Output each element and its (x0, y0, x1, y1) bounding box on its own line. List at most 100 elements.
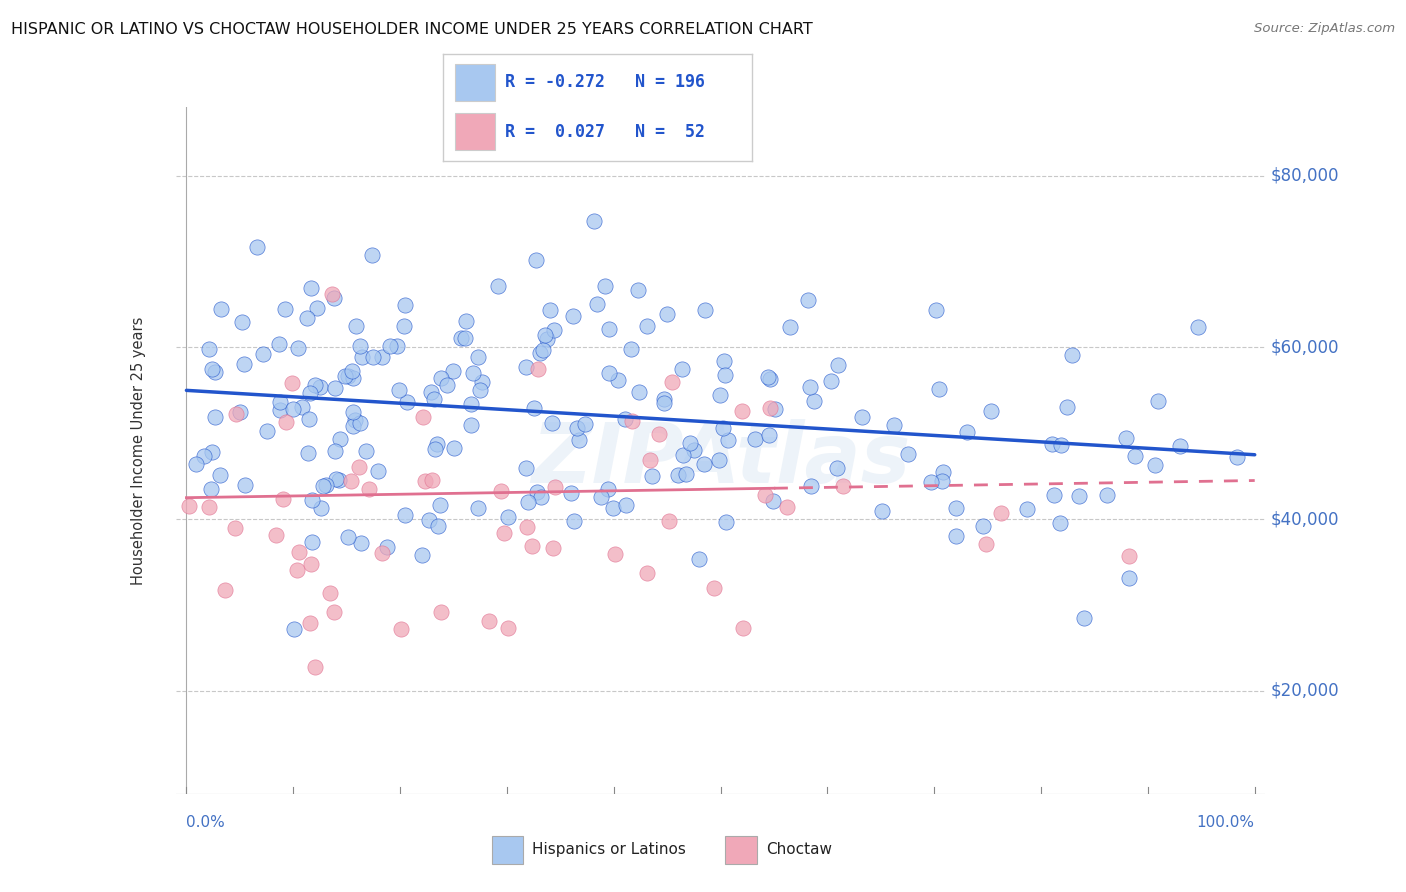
Point (945, 501, 967, 516)
Point (285, 563, 308, 577)
Point (283, 401, 305, 416)
Point (620, 342, 643, 356)
Point (371, 546, 394, 560)
Point (870, 504, 893, 518)
Point (851, 409, 873, 424)
Point (225, 407, 247, 421)
Point (177, 499, 200, 513)
Point (703, 581, 725, 595)
Point (627, 283, 650, 297)
Point (344, 319, 367, 334)
Point (883, 418, 905, 433)
Point (287, 341, 309, 355)
Point (529, 345, 551, 359)
Point (422, 392, 444, 406)
Point (717, 434, 740, 448)
Point (299, 281, 322, 295)
Point (193, 449, 215, 463)
Point (436, 378, 458, 392)
Point (562, 514, 585, 528)
Point (1118, 571, 1140, 585)
Point (524, 253, 547, 268)
Point (591, 490, 613, 504)
Point (675, 467, 697, 481)
Point (1017, 502, 1039, 516)
Point (333, 368, 356, 383)
Point (342, 419, 364, 434)
Point (267, 337, 290, 351)
Point (328, 432, 350, 446)
Text: 0.0%: 0.0% (187, 815, 225, 830)
Point (655, 307, 678, 321)
Point (388, 383, 411, 397)
Point (281, 376, 304, 390)
Point (538, 302, 561, 317)
Point (467, 501, 489, 516)
Point (256, 424, 278, 438)
Point (395, 394, 418, 409)
Point (636, 318, 658, 333)
Point (429, 498, 451, 512)
Point (613, 411, 636, 425)
Text: Source: ZipAtlas.com: Source: ZipAtlas.com (1254, 22, 1395, 36)
Point (565, 420, 588, 434)
Point (200, 482, 222, 496)
Point (496, 621, 519, 635)
Point (325, 472, 347, 486)
Point (291, 401, 314, 415)
Point (304, 660, 326, 674)
Point (233, 357, 256, 371)
Point (208, 467, 231, 482)
Point (827, 358, 849, 372)
Point (666, 468, 689, 483)
Point (367, 464, 389, 478)
Point (515, 460, 537, 475)
Point (429, 605, 451, 619)
Point (418, 513, 440, 527)
Text: R = -0.272   N = 196: R = -0.272 N = 196 (505, 73, 704, 91)
Point (380, 339, 402, 353)
Point (423, 442, 446, 457)
Point (1067, 489, 1090, 503)
Point (342, 405, 364, 419)
Point (534, 328, 557, 343)
Text: Householder Income Under 25 years: Householder Income Under 25 years (131, 317, 146, 584)
Point (299, 615, 322, 630)
Point (357, 482, 380, 496)
Point (486, 278, 509, 293)
Point (204, 365, 226, 379)
Point (419, 385, 441, 400)
Point (454, 331, 477, 345)
Text: Hispanics or Latinos: Hispanics or Latinos (531, 842, 686, 857)
Point (252, 347, 274, 361)
Point (430, 371, 453, 385)
Point (325, 443, 347, 458)
Point (731, 621, 754, 635)
Point (515, 360, 537, 375)
Point (803, 393, 825, 408)
Point (695, 302, 717, 317)
Point (526, 485, 548, 500)
Text: $20,000: $20,000 (1271, 681, 1340, 700)
Point (754, 488, 776, 502)
Point (641, 469, 664, 483)
Point (568, 433, 591, 447)
Point (328, 473, 350, 487)
Point (541, 417, 564, 431)
Point (350, 350, 373, 364)
FancyBboxPatch shape (456, 64, 495, 101)
Point (349, 416, 371, 430)
Point (322, 605, 344, 619)
Point (349, 339, 371, 353)
Point (264, 528, 287, 542)
Point (652, 392, 675, 407)
FancyBboxPatch shape (725, 836, 756, 863)
Point (759, 401, 782, 415)
Point (688, 552, 710, 566)
Point (1226, 450, 1249, 465)
Text: $60,000: $60,000 (1271, 338, 1340, 357)
Point (562, 309, 585, 323)
Point (598, 366, 620, 380)
Point (224, 520, 246, 534)
Point (523, 401, 546, 416)
